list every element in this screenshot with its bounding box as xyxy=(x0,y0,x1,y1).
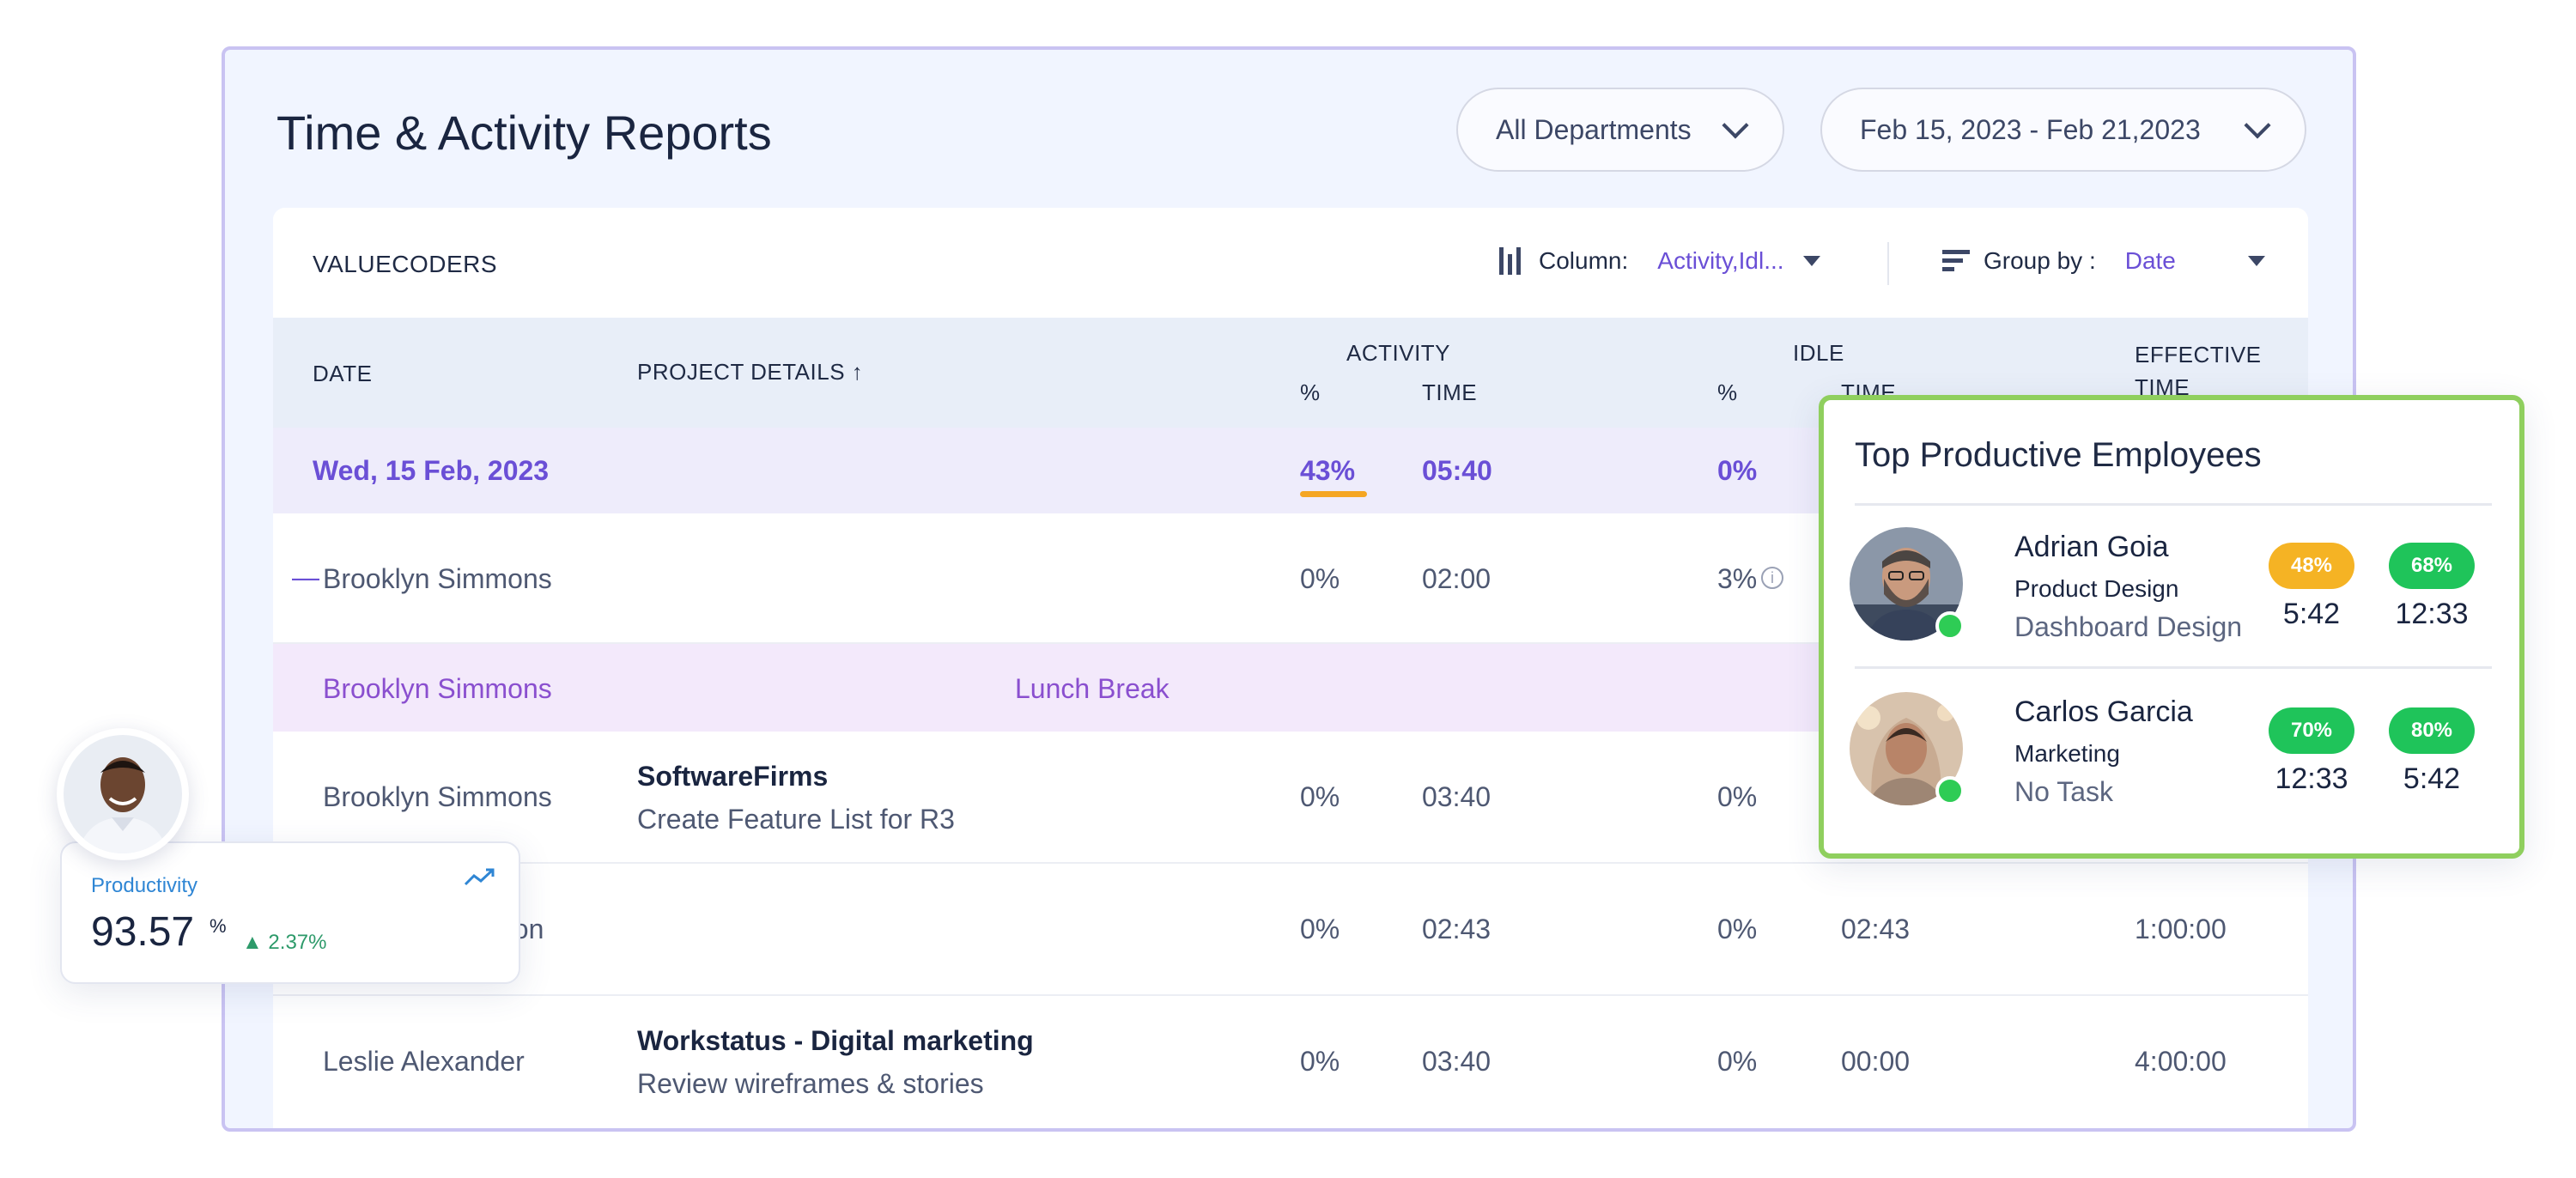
effective-time: 1:00:00 xyxy=(2135,914,2227,944)
employee-name: Leslie Alexander xyxy=(323,1046,525,1077)
activity-time: 02:43 xyxy=(1422,914,1492,944)
employee-name: Brooklyn Simmons xyxy=(323,781,552,812)
activity-time: 5:42 xyxy=(2282,598,2341,630)
employee-task: No Task xyxy=(2014,776,2114,807)
divider xyxy=(1855,666,2492,669)
caret-down-icon xyxy=(2247,256,2265,266)
group-activity-percent: 43% xyxy=(1300,455,1356,486)
online-status-indicator xyxy=(1935,776,1965,805)
header-activity-percent[interactable]: % xyxy=(1300,380,1321,405)
productivity-card: Productivity 93.57 % ▲ 2.37% xyxy=(60,841,520,984)
activity-progress-bar xyxy=(1300,491,1367,497)
date-range-label: Feb 15, 2023 - Feb 21,2023 xyxy=(1860,113,2201,145)
columns-icon xyxy=(1499,247,1523,275)
productivity-label: Productivity xyxy=(91,874,198,897)
chevron-down-icon xyxy=(1722,112,1749,139)
productive-time: 5:42 xyxy=(2403,762,2461,795)
column-value: Activity,Idl... xyxy=(1657,247,1784,274)
group-by-selector[interactable]: Group by : Date xyxy=(1942,247,2265,275)
employee-department: Product Design xyxy=(2014,575,2179,602)
table-toolbar: VALUECODERS Column: Activity,Idl... Grou… xyxy=(273,208,2308,318)
page-title: Time & Activity Reports xyxy=(276,106,772,160)
column-label: Column: xyxy=(1539,247,1629,274)
info-icon[interactable]: i xyxy=(1761,567,1783,589)
employee-name: Brooklyn Simmons xyxy=(323,563,552,594)
divider xyxy=(1855,503,2492,506)
chevron-down-icon xyxy=(2244,112,2271,139)
group-by-label: Group by : xyxy=(1984,247,2096,274)
avatar xyxy=(64,735,182,853)
activity-badge: 70% xyxy=(2269,707,2354,754)
group-by-value: Date xyxy=(2124,247,2176,274)
productivity-badge: 68% xyxy=(2389,543,2475,589)
employee-item[interactable]: Carlos Garcia Marketing No Task 70% 12:3… xyxy=(1824,692,2519,855)
avatar xyxy=(1850,692,1963,805)
table-row[interactable]: Brooklyn Simmons SoftwareFirms Create Fe… xyxy=(273,732,2308,864)
project-title[interactable]: Workstatus - Digital marketing xyxy=(637,1025,1034,1056)
employee-name: Brooklyn Simmons xyxy=(323,673,552,704)
column-selector[interactable]: Column: Activity,Idl... xyxy=(1499,247,1820,275)
activity-badge: 48% xyxy=(2269,543,2354,589)
idle-percent: 3% xyxy=(1717,563,1758,594)
header-effective: EFFECTIVE xyxy=(2135,342,2262,367)
productivity-value: 93.57 xyxy=(91,909,195,955)
collapse-icon[interactable]: — xyxy=(292,562,319,592)
idle-percent: 0% xyxy=(1717,1046,1758,1077)
activity-time: 12:33 xyxy=(2275,762,2348,795)
table-row[interactable]: Leslie Alexander Workstatus - Digital ma… xyxy=(273,996,2308,1128)
activity-percent: 0% xyxy=(1300,1046,1340,1077)
productivity-unit: % xyxy=(210,915,227,937)
activity-time: 02:00 xyxy=(1422,563,1492,594)
employee-department: Marketing xyxy=(2014,740,2120,767)
sort-lines-icon xyxy=(1942,248,1971,274)
department-filter-label: All Departments xyxy=(1496,113,1692,145)
productive-time: 12:33 xyxy=(2395,598,2469,630)
online-status-indicator xyxy=(1935,611,1965,641)
group-activity-time: 05:40 xyxy=(1422,455,1492,486)
group-idle-percent: 0% xyxy=(1717,455,1758,486)
activity-time: 03:40 xyxy=(1422,1046,1492,1077)
trend-up-icon xyxy=(464,868,495,886)
card-title: Top Productive Employees xyxy=(1855,436,2262,474)
idle-percent: 0% xyxy=(1717,914,1758,944)
effective-time: 4:00:00 xyxy=(2135,1046,2227,1077)
caret-down-icon xyxy=(1802,256,1820,266)
project-title[interactable]: SoftwareFirms xyxy=(637,761,829,792)
employee-item[interactable]: Adrian Goia Product Design Dashboard Des… xyxy=(1824,527,2519,690)
group-date: Wed, 15 Feb, 2023 xyxy=(313,455,550,486)
header-date[interactable]: DATE xyxy=(313,361,373,386)
company-name: VALUECODERS xyxy=(313,251,498,277)
header-activity-time[interactable]: TIME xyxy=(1422,380,1478,405)
employee-task: Dashboard Design xyxy=(2014,611,2243,642)
table-row[interactable]: nson 0% 02:43 0% 02:43 1:00:00 xyxy=(273,864,2308,996)
activity-percent: 0% xyxy=(1300,914,1340,944)
header-idle-percent[interactable]: % xyxy=(1717,380,1738,405)
productivity-avatar xyxy=(57,728,189,860)
top-productive-employees-card: Top Productive Employees Adrian Goia Pro… xyxy=(1819,395,2524,859)
activity-time: 03:40 xyxy=(1422,781,1492,812)
idle-percent: 0% xyxy=(1717,781,1758,812)
activity-percent: 0% xyxy=(1300,563,1340,594)
break-label: Lunch Break xyxy=(1015,673,1170,704)
project-task: Review wireframes & stories xyxy=(637,1068,984,1099)
productivity-badge: 80% xyxy=(2389,707,2475,754)
toolbar-divider xyxy=(1887,242,1889,285)
productivity-delta: ▲ 2.37% xyxy=(242,931,327,954)
employee-name: Carlos Garcia xyxy=(2014,695,2193,728)
department-filter-dropdown[interactable]: All Departments xyxy=(1456,88,1784,172)
activity-percent: 0% xyxy=(1300,781,1340,812)
header-activity: ACTIVITY xyxy=(1346,340,1451,366)
header-project-details[interactable]: PROJECT DETAILS ↑ xyxy=(637,359,864,385)
project-task: Create Feature List for R3 xyxy=(637,804,955,835)
employee-name: Adrian Goia xyxy=(2014,531,2169,563)
idle-time: 00:00 xyxy=(1841,1046,1911,1077)
header-idle: IDLE xyxy=(1793,340,1844,366)
date-range-dropdown[interactable]: Feb 15, 2023 - Feb 21,2023 xyxy=(1820,88,2306,172)
idle-time: 02:43 xyxy=(1841,914,1911,944)
